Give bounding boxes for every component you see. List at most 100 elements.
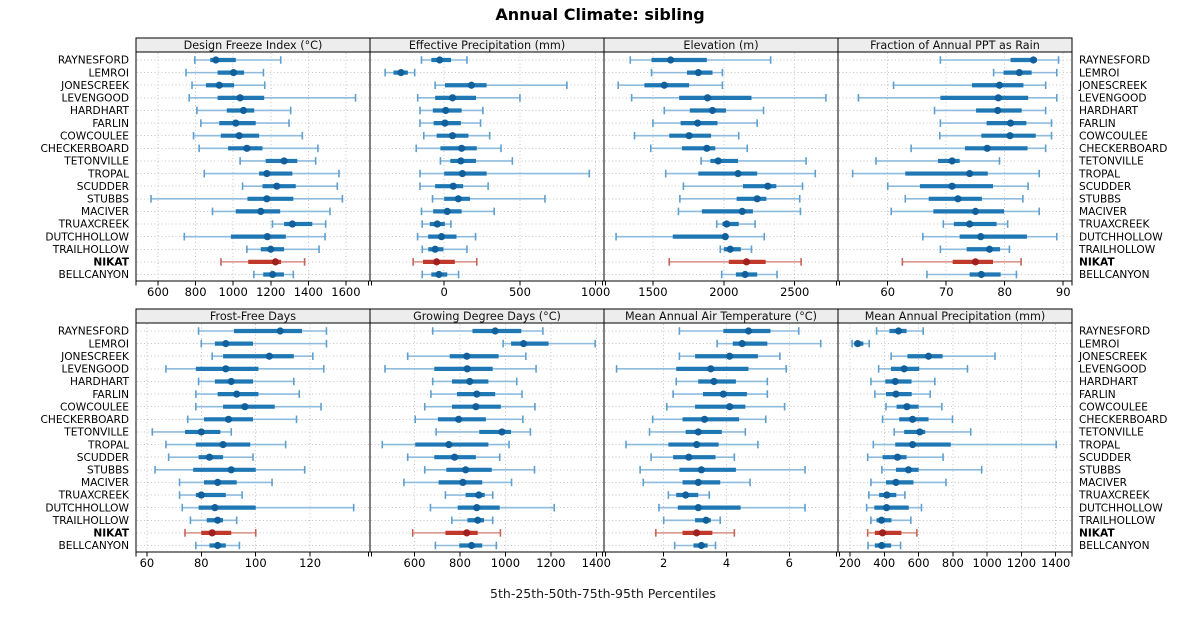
station-label-right-tropal: TROPAL <box>1078 168 1120 180</box>
series-stubbs <box>639 465 806 474</box>
station-label-left-truaxcreek: TRUAXCREEK <box>58 219 130 231</box>
median-dot <box>726 245 734 253</box>
series-farlin <box>939 119 1053 127</box>
series-scudder <box>866 453 944 461</box>
series-jonescreek <box>890 352 996 361</box>
series-nikat <box>220 258 306 266</box>
median-dot <box>442 106 450 115</box>
axis-tick-label: 6 <box>786 556 793 570</box>
axis-tick-label: 70 <box>939 285 954 299</box>
median-dot <box>882 504 891 512</box>
median-dot <box>1015 69 1023 77</box>
station-label-left-hardhart: HARDHART <box>70 105 130 117</box>
median-dot <box>219 440 227 449</box>
series-farlin <box>419 119 482 127</box>
median-dot <box>892 478 900 487</box>
axis-tick-label: 600 <box>908 556 930 570</box>
station-label-right-hardhart: HARDHART <box>1079 105 1139 117</box>
series-cowcoulee <box>422 131 491 140</box>
station-label-left-maciver: MACIVER <box>81 477 130 489</box>
station-label-left-checkerboard: CHECKERBOARD <box>41 414 129 426</box>
median-dot <box>702 516 710 524</box>
panel-border <box>837 51 1073 282</box>
panel-mean-annual-air-temperature-c: Mean Annual Air Temperature (°C) 2 4 6 <box>603 308 839 570</box>
axis-tick-label: 1000 <box>973 556 1002 570</box>
series-tetonville <box>439 157 514 165</box>
series-jonescreek <box>191 81 266 90</box>
series-scudder <box>167 453 254 461</box>
median-dot <box>473 504 481 512</box>
series-levengood <box>877 365 969 373</box>
series-tetonville <box>151 428 233 436</box>
series-scudder <box>886 182 1029 190</box>
percentiles-caption: 5th-25th-50th-75th-95th Percentiles <box>490 586 716 601</box>
series-stubbs <box>904 194 1024 203</box>
median-dot <box>900 365 908 373</box>
station-label-right-levengood: LEVENGOOD <box>1079 364 1147 376</box>
series-cowcoulee <box>192 131 304 140</box>
median-dot <box>703 94 712 102</box>
station-label-right-hardhart: HARDHART <box>1079 376 1139 388</box>
series-nikat <box>411 529 502 537</box>
series-raynesford <box>420 56 468 64</box>
median-dot <box>433 258 441 266</box>
median-dot <box>707 365 715 373</box>
median-dot <box>877 516 886 524</box>
station-label-right-stubbs: STUBBS <box>1079 464 1121 476</box>
strip-title: Fraction of Annual PPT as Rain <box>870 39 1040 52</box>
median-dot <box>239 106 248 115</box>
series-stubbs <box>431 194 546 203</box>
series-tetonville <box>435 428 532 436</box>
median-dot <box>265 352 273 360</box>
median-dot <box>985 245 994 253</box>
median-dot <box>710 377 718 386</box>
median-dot <box>271 258 280 266</box>
series-farlin <box>672 390 769 398</box>
series-trailhollow <box>870 516 912 525</box>
median-dot <box>227 466 235 474</box>
series-raynesford <box>431 327 544 335</box>
median-dot <box>211 504 219 512</box>
station-label-right-tetonville: TETONVILLE <box>1078 427 1144 439</box>
station-label-left-truaxcreek: TRUAXCREEK <box>58 490 130 502</box>
axis-tick-label: 120 <box>299 556 321 570</box>
median-dot <box>276 327 284 335</box>
station-label-right-checkerboard: CHECKERBOARD <box>1079 143 1167 155</box>
series-farlin <box>652 119 758 127</box>
series-truaxcreek <box>942 220 1009 228</box>
station-label-right-raynesford: RAYNESFORD <box>1079 55 1150 67</box>
series-raynesford <box>875 327 925 335</box>
median-dot <box>726 352 734 360</box>
median-dot <box>463 352 471 360</box>
median-dot <box>236 94 244 102</box>
series-tropal <box>872 440 1058 449</box>
series-jonescreek <box>678 352 781 361</box>
series-jonescreek <box>434 81 568 90</box>
median-dot <box>463 529 471 537</box>
median-dot <box>459 478 467 487</box>
station-label-right-scudder: SCUDDER <box>1079 181 1132 193</box>
series-nikat <box>866 529 918 537</box>
median-dot <box>449 182 457 190</box>
series-lemroi <box>200 339 328 348</box>
axis-tick-label: 90 <box>1056 285 1071 299</box>
series-tropal <box>664 169 817 178</box>
station-label-left-trailhollow: TRAILHOLLOW <box>52 244 130 256</box>
series-farlin <box>430 390 523 398</box>
series-maciver <box>178 478 273 487</box>
strip-title: Design Freeze Index (°C) <box>184 39 323 52</box>
station-label-left-trailhollow: TRAILHOLLOW <box>52 515 130 527</box>
median-dot <box>966 220 974 228</box>
series-farlin <box>195 390 301 398</box>
station-label-right-jonescreek: JONESCREEK <box>1078 351 1148 363</box>
series-cowcoulee <box>423 402 536 411</box>
series-bellcanyon <box>253 270 295 279</box>
median-dot <box>205 453 214 461</box>
median-dot <box>977 233 985 241</box>
series-tropal <box>419 169 591 178</box>
series-truaxcreek <box>444 491 494 499</box>
median-dot <box>714 157 722 165</box>
axis-tick-label: 1200 <box>536 556 565 570</box>
median-dot <box>224 415 233 423</box>
